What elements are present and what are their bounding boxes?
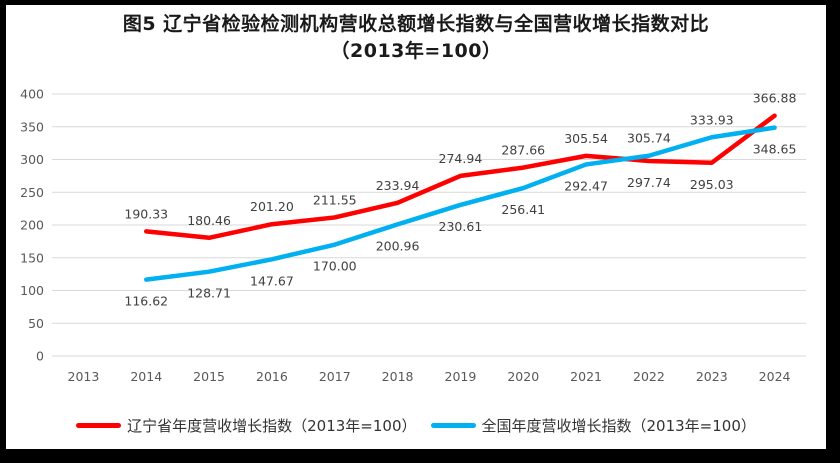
data-label-series-0: 201.20 bbox=[250, 199, 294, 214]
data-label-series-0: 297.74 bbox=[627, 175, 671, 190]
x-tick-label: 2020 bbox=[507, 369, 539, 384]
data-label-series-0: 366.88 bbox=[753, 91, 797, 106]
legend-item-liaoning: 辽宁省年度营收增长指数（2013年=100） bbox=[76, 415, 417, 436]
data-label-series-0: 274.94 bbox=[439, 151, 483, 166]
legend-swatch-liaoning-line bbox=[76, 423, 122, 428]
data-label-series-0: 295.03 bbox=[690, 177, 734, 192]
line-chart-plot-area: 0 50 100 150 200 250 300 350 400 2013 2014 2015 2016… bbox=[20, 87, 806, 384]
chart-title-line1: 图5 辽宁省检验检测机构营收总额增长指数与全国营收增长指数对比 bbox=[122, 13, 710, 35]
data-label-series-1: 200.96 bbox=[376, 238, 420, 253]
x-tick-label: 2015 bbox=[193, 369, 225, 384]
data-label-series-1: 128.71 bbox=[187, 286, 231, 301]
data-label-series-1: 292.47 bbox=[564, 178, 608, 193]
series-line-0 bbox=[144, 113, 777, 241]
legend-swatch-national-line bbox=[430, 423, 476, 428]
chart-title-line2: （2013年=100） bbox=[330, 40, 502, 62]
chart-canvas: 图5 辽宁省检验检测机构营收总额增长指数与全国营收增长指数对比 （2013年=1… bbox=[6, 5, 826, 449]
x-tick-label: 2021 bbox=[570, 369, 602, 384]
data-label-series-1: 333.93 bbox=[690, 112, 734, 127]
x-tick-label: 2019 bbox=[445, 369, 477, 384]
x-tick-label: 2023 bbox=[696, 369, 728, 384]
x-tick-label: 2013 bbox=[68, 369, 100, 384]
y-tick-label: 350 bbox=[20, 119, 44, 134]
x-tick-label: 2022 bbox=[633, 369, 665, 384]
x-tick-label: 2014 bbox=[130, 369, 162, 384]
y-tick-label: 400 bbox=[20, 87, 44, 102]
y-tick-label: 50 bbox=[28, 316, 44, 331]
series-line-1 bbox=[144, 125, 777, 282]
data-label-series-1: 116.62 bbox=[124, 294, 168, 309]
legend-label-liaoning: 辽宁省年度营收增长指数（2013年=100） bbox=[127, 417, 417, 435]
x-tick-label: 2017 bbox=[319, 369, 351, 384]
y-tick-label: 100 bbox=[20, 283, 44, 298]
data-label-series-1: 170.00 bbox=[313, 259, 357, 274]
data-label-series-0: 305.54 bbox=[564, 131, 608, 146]
legend: 辽宁省年度营收增长指数（2013年=100） 全国年度营收增长指数（2013年=… bbox=[6, 415, 826, 436]
chart-title: 图5 辽宁省检验检测机构营收总额增长指数与全国营收增长指数对比 （2013年=1… bbox=[6, 11, 826, 65]
x-tick-label: 2018 bbox=[382, 369, 414, 384]
y-tick-label: 200 bbox=[20, 218, 44, 233]
data-label-series-0: 190.33 bbox=[124, 206, 168, 221]
data-label-series-1: 230.61 bbox=[439, 219, 483, 234]
data-label-series-0: 287.66 bbox=[501, 143, 545, 158]
data-label-series-1: 256.41 bbox=[501, 202, 545, 217]
y-tick-label: 300 bbox=[20, 152, 44, 167]
legend-label-national: 全国年度营收增长指数（2013年=100） bbox=[481, 417, 756, 435]
data-label-series-0: 180.46 bbox=[187, 213, 231, 228]
data-label-series-1: 147.67 bbox=[250, 273, 294, 288]
legend-item-national: 全国年度营收增长指数（2013年=100） bbox=[430, 415, 756, 436]
data-label-series-1: 305.74 bbox=[627, 131, 671, 146]
y-tick-label: 0 bbox=[36, 349, 44, 364]
data-label-series-0: 233.94 bbox=[376, 178, 420, 193]
x-tick-label: 2024 bbox=[759, 369, 791, 384]
y-tick-label: 150 bbox=[20, 250, 44, 265]
x-tick-label: 2016 bbox=[256, 369, 288, 384]
y-tick-label: 250 bbox=[20, 185, 44, 200]
data-label-series-1: 348.65 bbox=[753, 142, 797, 157]
data-label-series-0: 211.55 bbox=[313, 192, 357, 207]
